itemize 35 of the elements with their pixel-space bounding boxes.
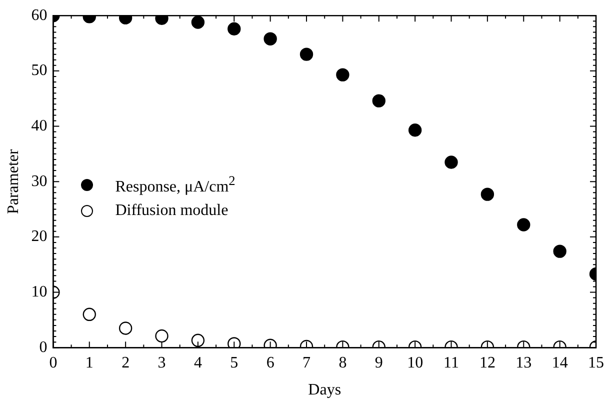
point bbox=[517, 218, 530, 232]
x-tick-label: 11 bbox=[444, 354, 459, 372]
legend-label: Response, μA/cm$^{2}$ bbox=[115, 172, 236, 196]
x-tick-label: 13 bbox=[516, 354, 532, 372]
y-axis-title: Parameter bbox=[4, 148, 22, 214]
legend-label: Diffusion module bbox=[115, 202, 228, 220]
x-tick-label: 9 bbox=[374, 354, 383, 372]
y-tick-label: 30 bbox=[31, 172, 48, 190]
y-tick-label: 50 bbox=[31, 62, 48, 80]
point bbox=[444, 156, 458, 169]
x-tick-label: 7 bbox=[302, 354, 311, 372]
x-axis-title: Days bbox=[308, 382, 342, 399]
y-tick-label: 20 bbox=[31, 228, 48, 246]
point bbox=[336, 68, 350, 82]
x-tick-label: 12 bbox=[479, 354, 496, 372]
point bbox=[300, 48, 314, 61]
y-tick-label: 0 bbox=[39, 338, 48, 356]
y-tick-label: 40 bbox=[31, 117, 48, 134]
x-tick-label: 15 bbox=[588, 354, 604, 372]
point bbox=[480, 188, 494, 201]
point bbox=[228, 337, 241, 348]
x-tick-label: 1 bbox=[85, 354, 94, 372]
x-tick-label: 2 bbox=[122, 354, 130, 372]
point bbox=[553, 244, 566, 258]
x-tick-label: 14 bbox=[552, 354, 568, 372]
x-tick-label: 5 bbox=[230, 354, 238, 372]
x-tick-label: 4 bbox=[194, 354, 202, 372]
x-tick-label: 6 bbox=[266, 354, 274, 372]
x-tick-label: 8 bbox=[338, 354, 347, 372]
point bbox=[372, 94, 386, 108]
y-tick-label: 60 bbox=[31, 6, 48, 24]
x-tick-label: 10 bbox=[407, 354, 424, 372]
x-tick-label: 3 bbox=[158, 354, 166, 372]
point bbox=[408, 124, 422, 137]
y-tick-label: 10 bbox=[31, 283, 48, 300]
